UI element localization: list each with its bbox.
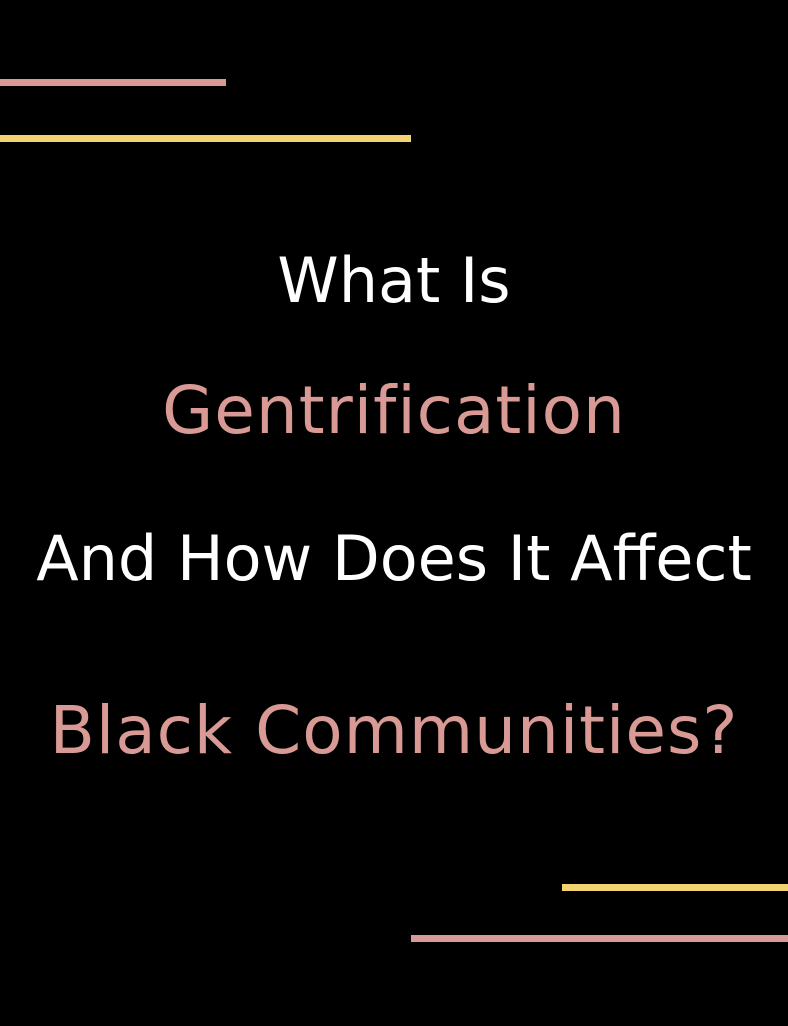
decorative-stripe-yellow-bottom: [562, 884, 788, 891]
title-line-4-highlight: Black Communities?: [49, 692, 739, 769]
decorative-stripe-pink-bottom: [411, 935, 788, 942]
title-line-2-highlight: Gentrification: [162, 372, 626, 449]
title-line-1: What Is: [277, 244, 511, 317]
title-line-3: And How Does It Affect: [36, 522, 752, 595]
decorative-stripe-yellow-top: [0, 135, 411, 142]
decorative-stripe-pink-top: [0, 79, 226, 86]
